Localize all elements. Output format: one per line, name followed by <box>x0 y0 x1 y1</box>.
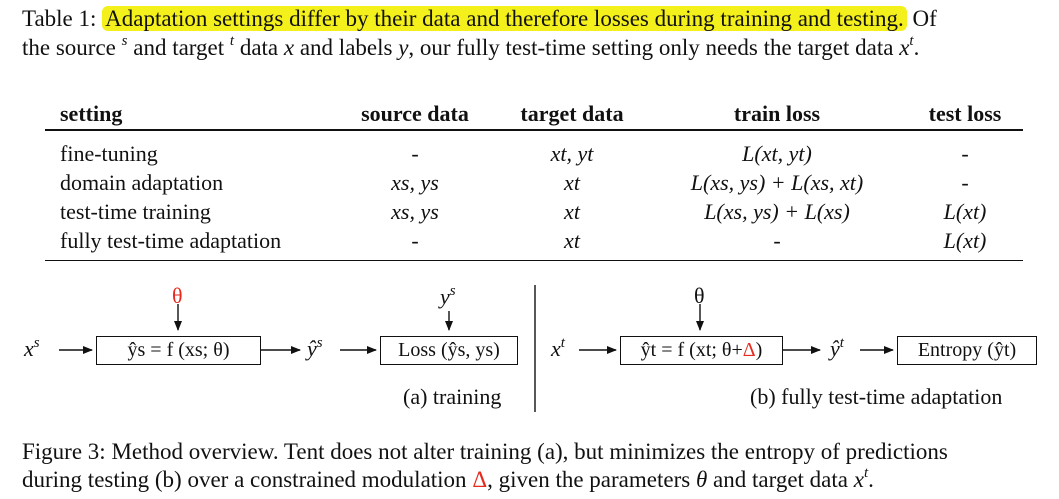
header-test-loss: test loss <box>928 101 1002 126</box>
cell-setting: domain adaptation <box>60 170 224 195</box>
table-caption-label: Table 1: <box>22 6 97 31</box>
cell-source-data: xs, ys <box>391 199 439 224</box>
caption-sup-t: t <box>229 33 235 50</box>
cell-setting: test-time training <box>60 199 211 224</box>
delta-symbol: Δ <box>472 467 488 492</box>
caption-text: and labels <box>299 35 393 60</box>
figure-caption-line-1: Figure 3: Method overview. Tent does not… <box>22 436 948 467</box>
caption-var-x: x <box>899 35 910 60</box>
cell-source-data: xs, ys <box>391 170 439 195</box>
yhat-t-y: ŷ <box>830 336 840 361</box>
cell-target-data: xt <box>564 228 580 253</box>
header-target-data: target data <box>520 101 624 126</box>
caption-period: . <box>868 467 874 492</box>
adapt-model-text: ŷt = f (xt; θ+ <box>640 339 743 361</box>
header-source-data: source data <box>361 101 469 126</box>
cell-train-loss: - <box>773 228 781 253</box>
xt-sup: t <box>560 334 565 351</box>
cell-test-loss: - <box>961 170 969 195</box>
caption-text: the source <box>22 35 116 60</box>
caption-text: data <box>239 35 279 60</box>
theta-label: θ <box>172 283 183 308</box>
theta-label-adapt: θ <box>694 283 705 308</box>
caption-text: , our fully test-time setting only needs… <box>408 35 894 60</box>
adapt-model-box: ŷt = f (xt; θ+Δ) <box>620 336 783 365</box>
caption-text: and target <box>133 35 225 60</box>
cell-train-loss: L(xt, yt) <box>742 141 812 166</box>
ys-sup: s <box>449 282 456 299</box>
adapt-model-close: ) <box>755 339 763 361</box>
cell-test-loss: L(xt) <box>943 199 987 224</box>
cell-setting: fully test-time adaptation <box>60 228 282 253</box>
figure-caption-text: , given the parameters <box>487 467 691 492</box>
cell-test-loss: L(xt) <box>943 228 987 253</box>
figure-caption-text: and target data <box>713 467 848 492</box>
cell-source-data: - <box>411 228 419 253</box>
table-top-rule <box>45 129 1023 131</box>
xt-input-label: xt <box>551 334 565 362</box>
cell-setting: fine-tuning <box>60 141 158 166</box>
header-train-loss: train loss <box>733 101 821 126</box>
figure-caption-text: Method overview. Tent does not alter tra… <box>111 439 948 464</box>
table-caption-line-2: the source s and target t data x and lab… <box>22 32 919 63</box>
figure-caption-label: Figure 3: <box>22 439 106 464</box>
caption-var-y: y <box>398 35 409 60</box>
ys-label: ys <box>440 282 456 310</box>
xt-x: x <box>551 336 561 361</box>
caption-sup-s: s <box>121 33 128 50</box>
xs-sup: s <box>33 334 40 351</box>
xs-input-label: xs <box>24 334 40 362</box>
cell-target-data: xt <box>564 199 580 224</box>
entropy-box: Entropy (ŷt) <box>897 336 1037 365</box>
model-box: ŷs = f (xs; θ) <box>96 336 261 365</box>
yhat-t-sup: t <box>839 334 844 351</box>
table-bottom-rule <box>45 260 1023 261</box>
caption-continuation: Of <box>912 6 937 31</box>
table-caption-line-1: Table 1: Adaptation settings differ by t… <box>22 3 937 34</box>
figure-caption-text: during testing (b) over a constrained mo… <box>22 467 467 492</box>
cell-source-data: - <box>411 141 419 166</box>
cell-train-loss: L(xs, ys) + L(xs, xt) <box>690 170 864 195</box>
cell-target-data: xt <box>564 170 580 195</box>
theta-symbol: θ <box>695 467 708 492</box>
caption-var-x: x <box>853 467 864 492</box>
highlighted-caption-text: Adaptation settings differ by their data… <box>102 6 907 31</box>
caption-period: . <box>913 35 920 60</box>
delta-symbol: Δ <box>742 339 756 361</box>
adaptation-sublabel: (b) fully test-time adaptation <box>750 384 1003 409</box>
xs-x: x <box>24 336 34 361</box>
ys-y: y <box>440 284 450 309</box>
caption-sup-t: t <box>909 33 914 50</box>
loss-box: Loss (ŷs, ys) <box>380 336 518 365</box>
figure-caption-line-2: during testing (b) over a constrained mo… <box>22 464 874 495</box>
caption-sup-t: t <box>863 465 869 482</box>
cell-train-loss: L(xs, ys) + L(xs) <box>704 199 850 224</box>
cell-test-loss: - <box>961 141 969 166</box>
yhat-s-label: ŷs <box>307 334 323 362</box>
caption-var-x: x <box>283 35 295 60</box>
yhat-t-label: ŷt <box>830 334 844 362</box>
header-setting: setting <box>60 101 123 126</box>
yhat-sup: s <box>316 334 323 351</box>
cell-target-data: xt, yt <box>550 141 594 166</box>
yhat-y: ŷ <box>307 336 317 361</box>
training-sublabel: (a) training <box>403 384 502 409</box>
